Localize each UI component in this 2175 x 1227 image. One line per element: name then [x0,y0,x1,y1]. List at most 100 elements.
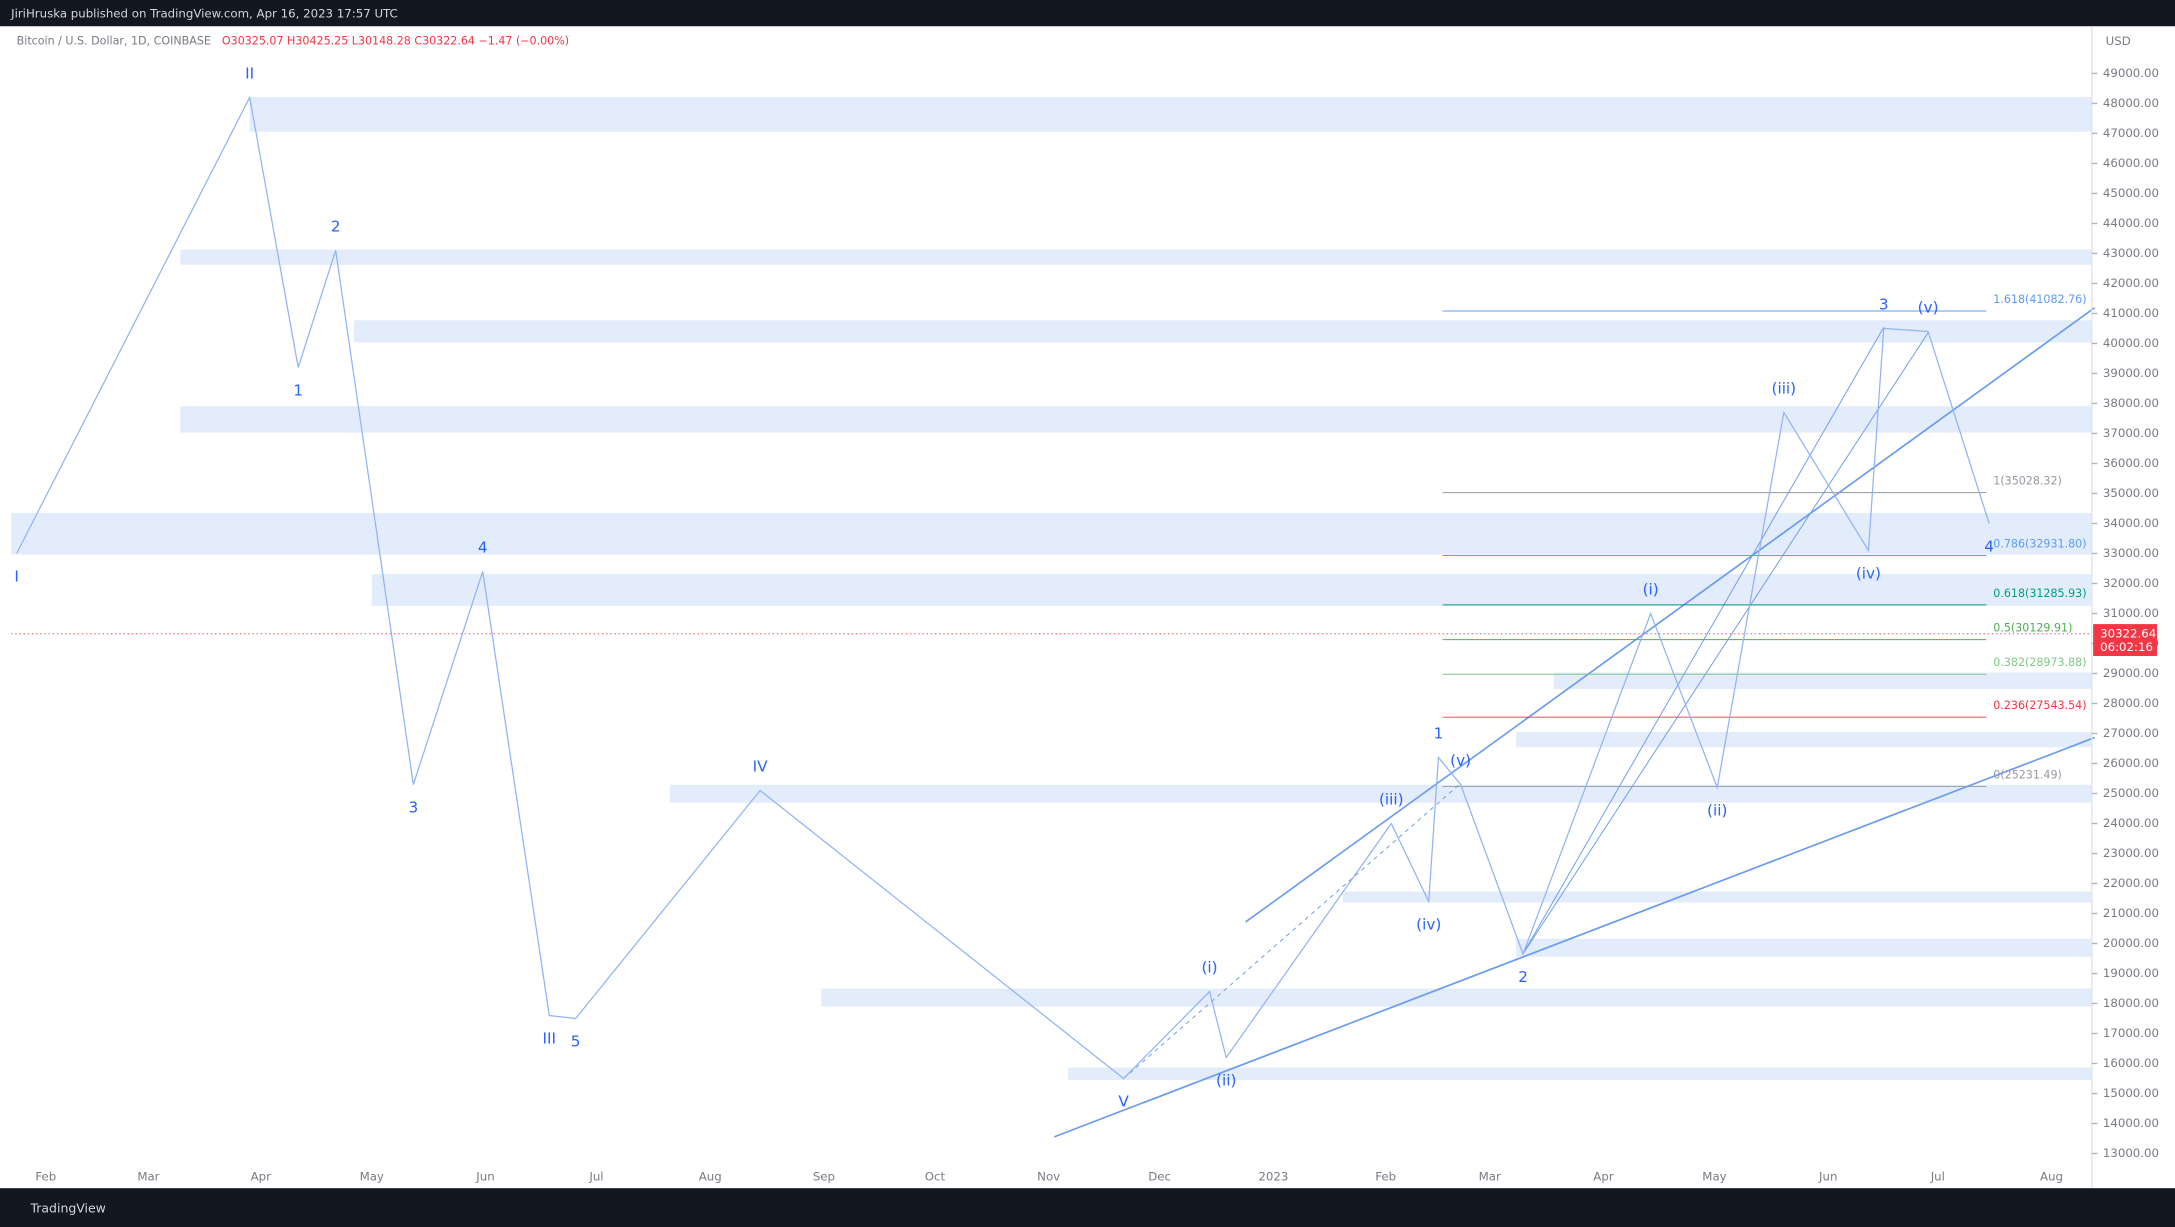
y-tick-label: 23000.00 [2103,846,2159,860]
x-tick-label: Sep [813,1170,835,1184]
wave-label: (iv) [1416,916,1441,934]
x-tick-label: Apr [1593,1170,1614,1184]
plot-bg [0,26,2175,1189]
wave-label: (v) [1450,751,1471,769]
wave-label: (ii) [1707,802,1727,820]
y-tick-label: 42000.00 [2103,276,2159,290]
y-tick-label: 13000.00 [2103,1146,2159,1160]
y-tick-label: 36000.00 [2103,456,2159,470]
wave-label: 5 [571,1033,581,1051]
fib-label: 1.618(41082.76) [1993,293,2086,306]
x-tick-label: Mar [1479,1170,1501,1184]
y-tick-label: 38000.00 [2103,396,2159,410]
y-tick-label: 24000.00 [2103,816,2159,830]
x-tick-label: Feb [1375,1170,1396,1184]
wave-label: IV [753,757,769,775]
wave-path [16,95,1990,1080]
price-badge [2093,624,2157,656]
y-tick-label: 22000.00 [2103,876,2159,890]
y-tick-label: 18000.00 [2103,996,2159,1010]
wave-label: (iii) [1772,379,1797,397]
y-tick-label: 39000.00 [2103,366,2159,380]
x-tick-label: Nov [1037,1170,1060,1184]
wave-label: V [1118,1093,1129,1111]
wave-label: III [543,1030,557,1048]
y-tick-label: 46000.00 [2103,156,2159,170]
y-tick-label: 28000.00 [2103,696,2159,710]
y-tick-label: 49000.00 [2103,66,2159,80]
y-tick-label: 35000.00 [2103,486,2159,500]
y-tick-label: 14000.00 [2103,1116,2159,1130]
y-tick-label: 31000.00 [2103,606,2159,620]
y-tick-label: 32000.00 [2103,576,2159,590]
y-tick-label: 47000.00 [2103,126,2159,140]
wave-label: 1 [293,382,303,400]
wave-label: 2 [331,217,341,235]
x-tick-label: May [360,1170,384,1184]
publisher: JiriHruska published on TradingView.com,… [10,6,398,20]
y-tick-label: 40000.00 [2103,336,2159,350]
x-tick-label: Dec [1148,1170,1171,1184]
y-tick-label: 27000.00 [2103,726,2159,740]
wave-label: (v) [1918,298,1939,316]
x-tick-label: May [1702,1170,1726,1184]
fib-label: 1(35028.32) [1993,475,2062,488]
wave-label: II [245,64,254,82]
y-tick-label: 20000.00 [2103,936,2159,950]
x-tick-label: Mar [137,1170,159,1184]
wave-label: 1 [1434,724,1444,742]
x-tick-label: Jul [588,1170,603,1184]
fib-label: 0.618(31285.93) [1993,587,2086,600]
fib-label: 0(25231.49) [1993,768,2062,781]
x-tick-label: Feb [35,1170,56,1184]
last-price-label: 30322.64 [2100,626,2156,640]
y-tick-label: 19000.00 [2103,966,2159,980]
y-tick-label: 34000.00 [2103,516,2159,530]
x-tick-label: 2023 [1258,1170,1288,1184]
y-tick-label: 41000.00 [2103,306,2159,320]
fib-label: 0.5(30129.91) [1993,621,2072,634]
countdown: 06:02:16 [2100,640,2153,654]
ohlc: O30325.07 H30425.25 L30148.28 C30322.64 … [222,35,569,48]
fib-label: 0.786(32931.80) [1993,537,2086,550]
zones [11,97,2092,1081]
wave-label: (ii) [1216,1072,1236,1090]
y-tick-label: 43000.00 [2103,246,2159,260]
wave-label: (iv) [1856,565,1881,583]
y-tick-label: 16000.00 [2103,1056,2159,1070]
y-tick-label: 17000.00 [2103,1026,2159,1040]
y-tick-label: 45000.00 [2103,186,2159,200]
x-tick-label: Aug [2040,1170,2063,1184]
wave-label: 3 [409,799,419,817]
fib-label: 0.236(27543.54) [1993,699,2086,712]
y-tick-label: 26000.00 [2103,756,2159,770]
y-tick-label: 25000.00 [2103,786,2159,800]
fib-label: 0.382(28973.88) [1993,656,2086,669]
y-tick-label: 21000.00 [2103,906,2159,920]
y-tick-label: 44000.00 [2103,216,2159,230]
wave-label: I [14,568,19,586]
symbol: Bitcoin / U.S. Dollar, 1D, COINBASE [17,35,211,48]
wave-label: (iii) [1379,790,1404,808]
y-tick-label: 48000.00 [2103,96,2159,110]
x-tick-label: Oct [925,1170,946,1184]
wave-label: 3 [1879,295,1889,313]
wave-label: (i) [1201,958,1217,976]
x-tick-label: Jul [1930,1170,1945,1184]
x-tick-label: Jun [1818,1170,1837,1184]
x-tick-label: Jun [475,1170,494,1184]
x-tick-label: Apr [251,1170,272,1184]
x-tick-label: Aug [699,1170,722,1184]
y-tick-label: 29000.00 [2103,666,2159,680]
y-tick-label: 37000.00 [2103,426,2159,440]
y-tick-label: 15000.00 [2103,1086,2159,1100]
top-bar [0,0,2175,27]
bottom-bar [0,1188,2175,1227]
currency: USD [2106,34,2131,48]
wave-label: (i) [1643,580,1659,598]
brand: TradingView [30,1200,106,1215]
wave-label: 2 [1518,968,1528,986]
wave-label: 4 [478,538,488,556]
y-tick-label: 33000.00 [2103,546,2159,560]
